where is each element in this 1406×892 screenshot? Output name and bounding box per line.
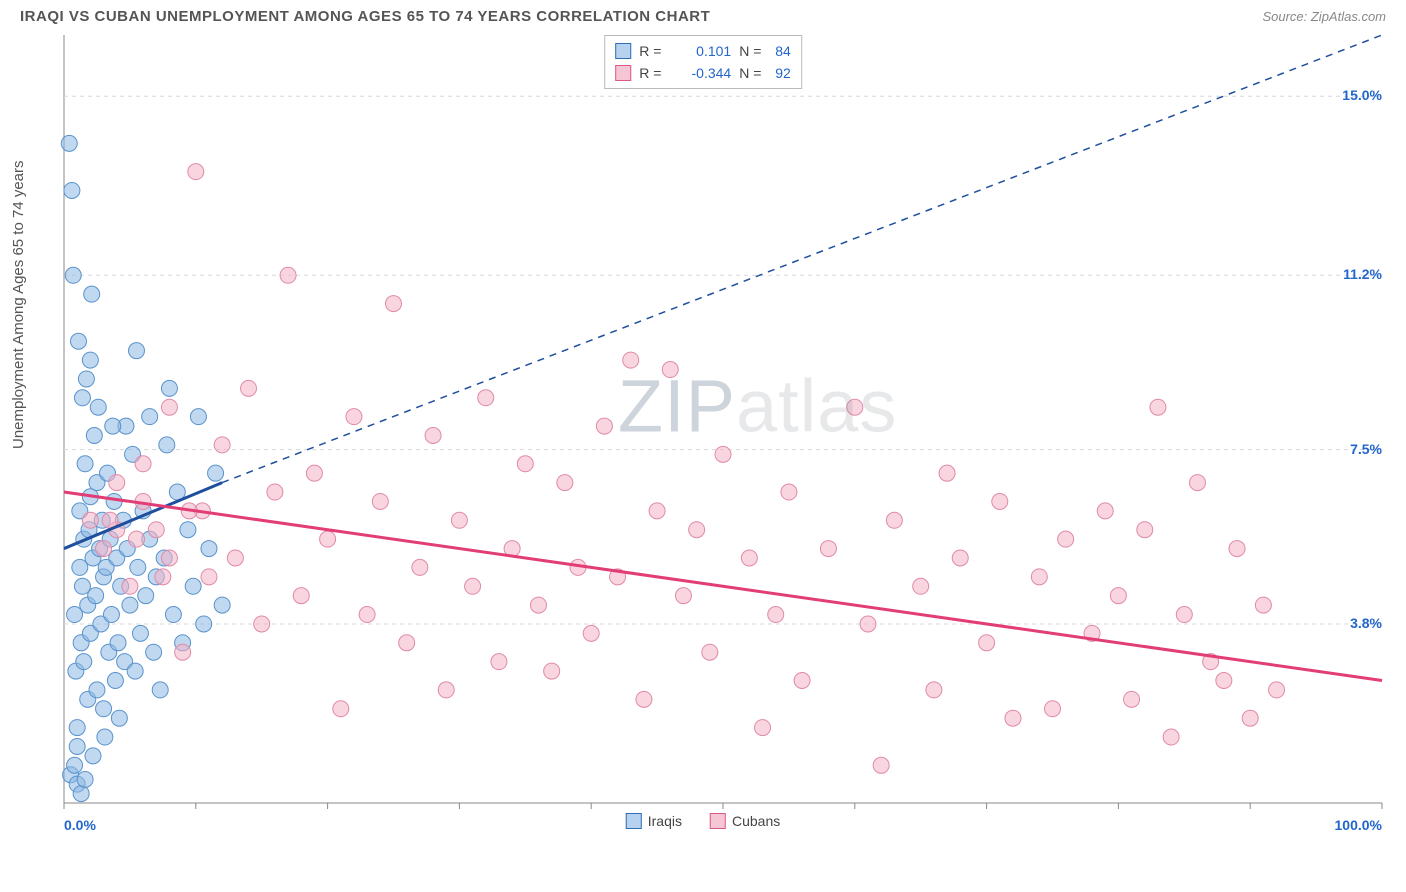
chart-area: Unemployment Among Ages 65 to 74 years Z… <box>20 29 1386 849</box>
y-tick-label: 15.0% <box>1342 87 1382 103</box>
x-axis-min-label: 0.0% <box>64 817 96 833</box>
legend-item: Cubans <box>710 813 780 829</box>
legend-label: Cubans <box>732 813 780 829</box>
y-tick-label: 11.2% <box>1343 266 1382 282</box>
n-value: 92 <box>775 65 791 81</box>
stats-swatch <box>615 65 631 81</box>
stats-row: R = 0.101 N = 84 <box>615 40 791 62</box>
chart-title: IRAQI VS CUBAN UNEMPLOYMENT AMONG AGES 6… <box>20 8 710 25</box>
n-label: N = <box>739 65 767 81</box>
r-label: R = <box>639 65 667 81</box>
legend-swatch <box>626 813 642 829</box>
y-axis-label: Unemployment Among Ages 65 to 74 years <box>10 160 27 449</box>
stats-swatch <box>615 43 631 59</box>
stats-row: R = -0.344 N = 92 <box>615 62 791 84</box>
chart-source: Source: ZipAtlas.com <box>1262 9 1386 24</box>
x-axis-max-label: 100.0% <box>1335 817 1382 833</box>
y-tick-label: 3.8% <box>1350 615 1382 631</box>
legend: Iraqis Cubans <box>626 813 781 829</box>
chart-header: IRAQI VS CUBAN UNEMPLOYMENT AMONG AGES 6… <box>0 0 1406 29</box>
legend-label: Iraqis <box>648 813 682 829</box>
r-value: 0.101 <box>675 43 731 59</box>
r-value: -0.344 <box>675 65 731 81</box>
n-value: 84 <box>775 43 791 59</box>
n-label: N = <box>739 43 767 59</box>
scatter-chart <box>20 29 1386 849</box>
y-tick-label: 7.5% <box>1350 441 1382 457</box>
r-label: R = <box>639 43 667 59</box>
stats-legend: R = 0.101 N = 84 R = -0.344 N = 92 <box>604 35 802 89</box>
legend-swatch <box>710 813 726 829</box>
legend-item: Iraqis <box>626 813 682 829</box>
